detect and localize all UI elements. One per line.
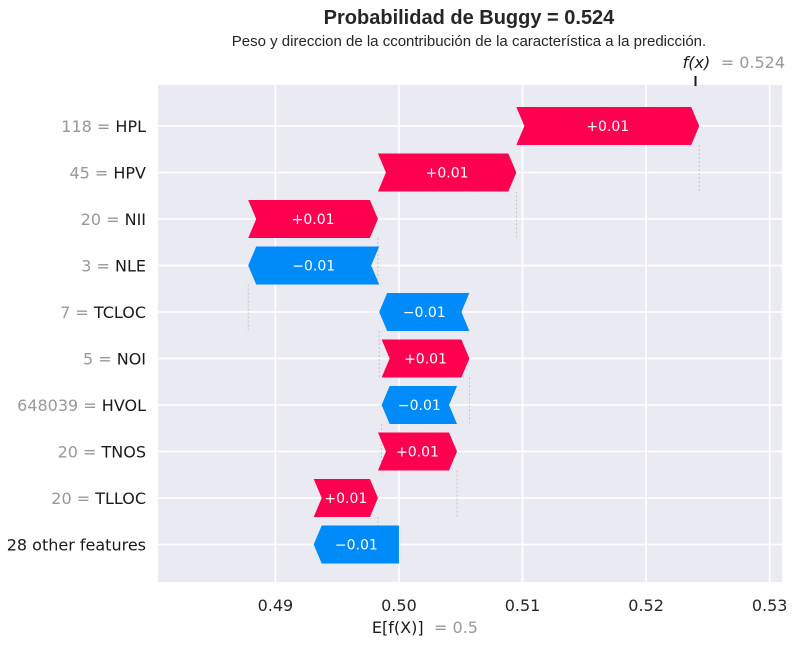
feature-equals: = (90, 164, 114, 183)
feature-bar (381, 386, 458, 424)
x-tick-label: 0.49 (258, 596, 294, 615)
feature-value: 648039 (17, 396, 78, 415)
feature-label: 118 = HPL (61, 117, 146, 136)
feature-bar-group: −0.01 (378, 293, 470, 378)
feature-name: HPL (115, 117, 146, 136)
x-tick-labels: 0.49 0.50 0.51 0.52 0.53 (258, 596, 788, 615)
feature-label: 7 = TCLOC (60, 303, 146, 322)
base-value-label: E[f(X)] (372, 618, 424, 637)
feature-value: 45 (69, 164, 89, 183)
bar-value-label: −0.01 (292, 259, 335, 275)
feature-label: 5 = NOI (83, 350, 146, 369)
feature-name: NII (125, 210, 146, 229)
feature-name: HVOL (102, 396, 146, 415)
feature-label: 28 other features (7, 536, 146, 555)
feature-bar (379, 293, 470, 331)
feature-bar (516, 107, 700, 145)
bar-value-label: +0.01 (586, 119, 629, 135)
feature-equals: = (70, 303, 94, 322)
feature-labels: 118 = HPL 45 = HPV 20 = NII 3 = NLE 7 = TCLO… (7, 117, 146, 555)
base-value-text: = 0.5 (434, 618, 478, 637)
feature-label: 648039 = HVOL (17, 396, 146, 415)
feature-bar (377, 432, 458, 471)
feature-equals: = (101, 210, 125, 229)
feature-name: 28 other features (7, 536, 146, 555)
feature-bar (377, 153, 517, 192)
feature-equals: = (92, 117, 116, 136)
feature-bar-group: +0.01 (313, 479, 379, 564)
x-tick-label: 0.50 (381, 596, 417, 615)
output-value-annotation: f(x) = 0.524 (683, 53, 785, 72)
output-label: f(x) (683, 53, 711, 72)
chart-title: Probabilidad de Buggy = 0.524 (324, 7, 616, 29)
feature-bar-group: +0.01 (381, 339, 470, 424)
feature-bar-group: +0.01 (248, 200, 379, 285)
feature-label: 20 = NII (81, 210, 146, 229)
feature-value: 5 (83, 350, 93, 369)
bar-value-label: +0.01 (292, 212, 335, 228)
feature-label: 20 = TNOS (58, 443, 146, 462)
feature-equals: = (91, 257, 115, 276)
bar-value-label: +0.01 (396, 445, 439, 461)
feature-bar-group: −0.01 (247, 246, 380, 331)
bar-value-label: −0.01 (398, 398, 441, 414)
feature-bar-group: −0.01 (313, 525, 399, 564)
feature-label: 45 = HPV (69, 164, 146, 183)
feature-value: 7 (60, 303, 70, 322)
feature-bar (248, 200, 378, 238)
x-tick-label: 0.53 (752, 596, 788, 615)
feature-name: HPV (113, 164, 146, 183)
output-value-text: = 0.524 (721, 53, 785, 72)
bar-value-label: +0.01 (404, 352, 447, 368)
feature-bar-group: −0.01 (381, 386, 458, 471)
feature-equals: = (93, 350, 117, 369)
feature-bar (381, 339, 470, 378)
chart-subtitle: Peso y direccion de la ccontribución de … (232, 33, 706, 50)
feature-value: 3 (81, 257, 91, 276)
feature-name: NOI (117, 350, 146, 369)
feature-name: TCLOC (93, 303, 146, 322)
feature-value: 20 (58, 443, 78, 462)
feature-bar (313, 525, 399, 564)
feature-equals: = (72, 489, 96, 508)
bars: +0.01 +0.01 +0.01 −0.01 −0.01 +0.01 −0.01 +0.01… (247, 107, 700, 564)
feature-name: NLE (115, 257, 146, 276)
feature-name: TNOS (101, 443, 147, 462)
bar-value-label: +0.01 (324, 491, 367, 507)
bar-value-label: −0.01 (335, 538, 378, 554)
bar-value-label: −0.01 (403, 305, 446, 321)
feature-value: 118 (61, 117, 92, 136)
x-tick-label: 0.51 (505, 596, 541, 615)
feature-value: 20 (51, 489, 71, 508)
feature-bar (248, 246, 380, 285)
feature-label: 20 = TLLOC (51, 489, 146, 508)
feature-equals: = (78, 396, 102, 415)
feature-label: 3 = NLE (81, 257, 146, 276)
feature-bar (313, 479, 378, 517)
feature-value: 20 (81, 210, 101, 229)
x-tick-label: 0.52 (628, 596, 664, 615)
bar-value-label: +0.01 (426, 166, 469, 182)
feature-bar-group: +0.01 (516, 107, 700, 192)
feature-bar-group: +0.01 (377, 432, 458, 517)
feature-equals: = (78, 443, 102, 462)
feature-name: TLLOC (94, 489, 146, 508)
feature-bar-group: +0.01 (377, 153, 517, 238)
base-value-annotation: E[f(X)] = 0.5 (372, 618, 478, 637)
